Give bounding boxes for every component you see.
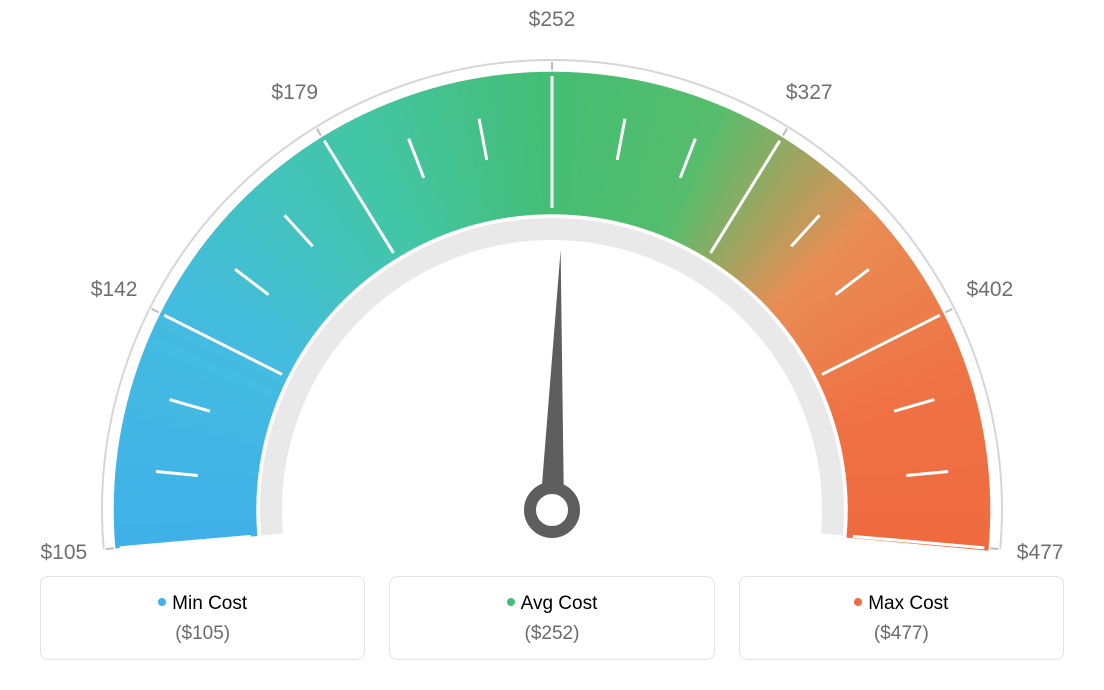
gauge-chart: $105$142$179$252$327$402$477	[0, 0, 1104, 560]
dot-icon	[854, 598, 862, 606]
gauge-tick-label: $327	[786, 81, 833, 105]
gauge-tick-label: $105	[41, 541, 88, 565]
legend-row: Min Cost ($105) Avg Cost ($252) Max Cost…	[40, 576, 1064, 660]
chart-container: $105 $142 $179 $252 $327 $402 $477 Min Cost ($…	[0, 0, 1104, 690]
legend-value-min: ($105)	[51, 623, 354, 645]
legend-label: Avg Cost	[521, 593, 598, 614]
legend-title-max: Max Cost	[750, 593, 1053, 615]
dot-icon	[507, 598, 515, 606]
legend-card-min: Min Cost ($105)	[40, 576, 365, 660]
gauge-tick-label: $142	[91, 278, 138, 302]
legend-value-avg: ($252)	[400, 623, 703, 645]
legend-card-avg: Avg Cost ($252)	[389, 576, 714, 660]
legend-label: Max Cost	[868, 593, 948, 614]
gauge-tick-label: $477	[1017, 541, 1064, 565]
gauge-tick-label: $179	[271, 81, 318, 105]
legend-card-max: Max Cost ($477)	[739, 576, 1064, 660]
gauge-svg	[0, 0, 1104, 560]
legend-title-min: Min Cost	[51, 593, 354, 615]
gauge-tick-label: $252	[529, 8, 576, 32]
gauge-tick-label: $402	[967, 278, 1014, 302]
legend-title-avg: Avg Cost	[400, 593, 703, 615]
dot-icon	[158, 598, 166, 606]
legend-label: Min Cost	[172, 593, 247, 614]
legend-value-max: ($477)	[750, 623, 1053, 645]
